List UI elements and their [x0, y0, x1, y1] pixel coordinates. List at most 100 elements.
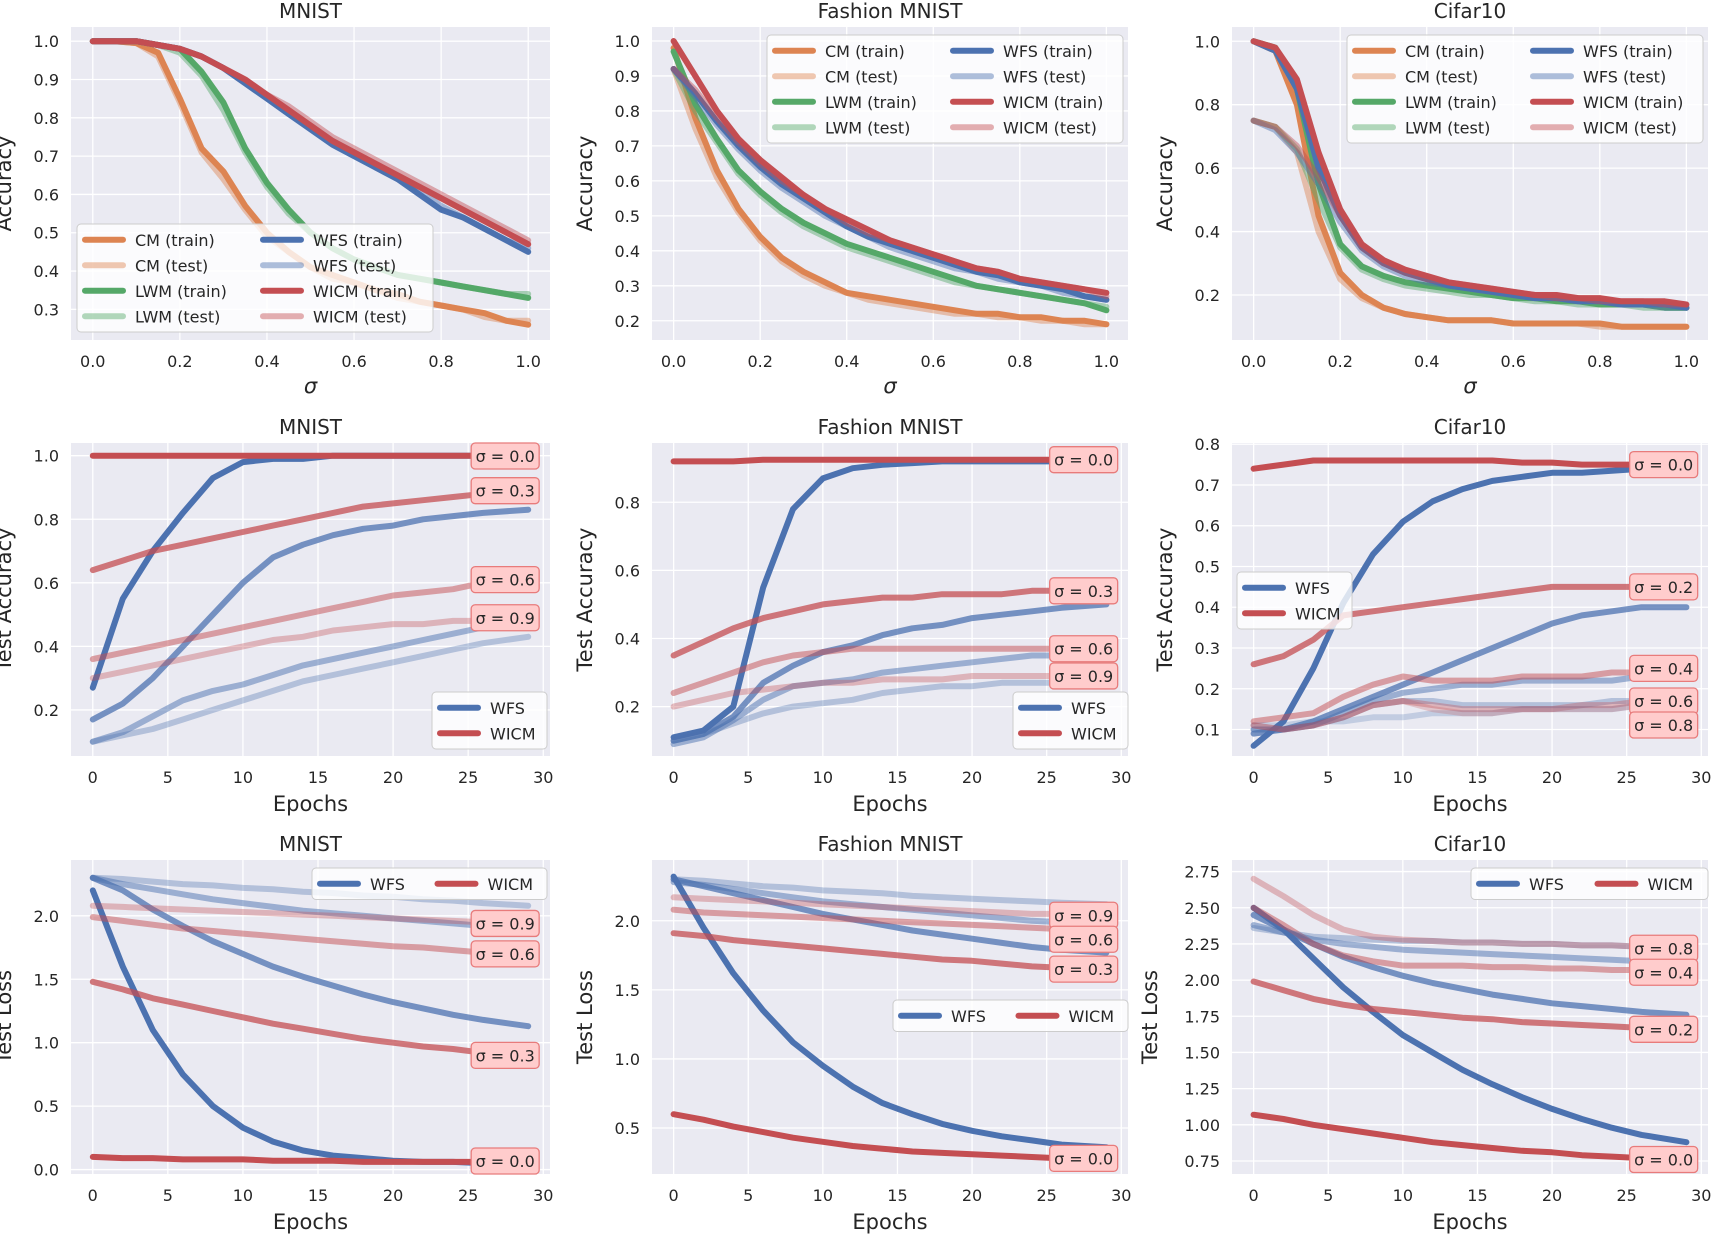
y-tick-label: 1.0 [34, 1034, 59, 1053]
y-tick-label: 0.8 [34, 510, 59, 529]
y-tick-label: 1.50 [1184, 1043, 1220, 1062]
legend-item: LWM (test) [82, 307, 220, 326]
y-tick-label: 0.9 [34, 70, 59, 89]
x-tick-label: 10 [233, 768, 253, 787]
x-tick-label: 5 [1323, 768, 1333, 787]
annotation-box [1629, 958, 1699, 986]
legend-item: WICM (test) [950, 118, 1097, 137]
y-tick-label: 2.00 [1184, 971, 1220, 990]
x-tick-label: 0.4 [834, 352, 859, 371]
y-tick-label: 0.2 [615, 698, 640, 717]
legend-label: WICM (train) [1003, 93, 1103, 112]
y-tick-label: 0.8 [615, 102, 640, 121]
subplot-title: Cifar10 [1434, 832, 1507, 856]
y-tick-label: 0.4 [1195, 598, 1220, 617]
legend-item: WICM [1018, 724, 1117, 743]
y-tick-label: 0.3 [615, 277, 640, 296]
legend-label: WFS [1071, 699, 1106, 718]
x-tick-label: 0.0 [80, 352, 105, 371]
y-tick-label: 0.4 [34, 262, 59, 281]
annotation-label: σ = 0.4 [1634, 659, 1693, 678]
legend-label: WFS (train) [313, 231, 403, 250]
legend-label: LWM (test) [135, 307, 220, 326]
series-line-wfs-test [670, 66, 1110, 303]
legend-item: LWM (train) [1352, 93, 1497, 112]
y-tick-label: 0.6 [615, 561, 640, 580]
y-tick-label: 1.0 [1195, 32, 1220, 51]
x-tick-label: 30 [1691, 768, 1711, 787]
legend-label: WICM (train) [313, 282, 413, 301]
legend-label: WICM [1069, 1007, 1115, 1026]
series-line-wfs-sigma-0.4 [1250, 673, 1690, 733]
annotation-box [1049, 1144, 1119, 1173]
x-axis-label: Epochs [1432, 792, 1507, 816]
annotation-label: σ = 0.0 [476, 447, 535, 466]
legend-item: CM (train) [1352, 42, 1485, 61]
series-line-wfs-sigma-0.6 [89, 874, 532, 932]
annotation-box [1049, 635, 1119, 663]
annotation-label: σ = 0.0 [1054, 1149, 1113, 1168]
series-line-wicm-sigma-0 [670, 1111, 1110, 1162]
x-tick-label: 0.6 [1501, 352, 1526, 371]
legend-label: WICM (test) [1583, 118, 1677, 137]
annotation-label: σ = 0.6 [476, 571, 535, 590]
y-tick-label: 0.2 [1195, 286, 1220, 305]
x-tick-label: 0.2 [1327, 352, 1352, 371]
legend-label: WFS (train) [1583, 42, 1673, 61]
y-tick-label: 0.4 [34, 637, 59, 656]
y-tick-label: 0.7 [1195, 476, 1220, 495]
y-tick-label: 0.1 [1195, 721, 1220, 740]
y-axis-label: Test Accuracy [1153, 528, 1177, 673]
legend-label: WFS (train) [1003, 42, 1093, 61]
legend-box [766, 34, 1124, 144]
series-line-wicm-sigma-0.6 [1250, 698, 1690, 733]
annotation-box [470, 477, 540, 505]
legend: WFS WICM [1470, 867, 1709, 900]
legend-item: WICM (train) [1530, 93, 1683, 112]
y-tick-label: 2.25 [1184, 935, 1220, 954]
subplot-title: Cifar10 [1434, 415, 1507, 439]
legend-item: WFS (train) [1530, 42, 1673, 61]
legend-label: WICM [1071, 724, 1117, 743]
series-line-wfs-sigma-0.9 [670, 676, 1110, 744]
series-line-wicm-test [1250, 117, 1690, 308]
annotation-label: σ = 0.3 [476, 1046, 535, 1065]
x-tick-label: 25 [1616, 768, 1636, 787]
x-tick-label: 0.2 [167, 352, 192, 371]
legend-item: WICM (train) [950, 93, 1103, 112]
legend-label: WICM (test) [1003, 118, 1097, 137]
legend-box [1346, 34, 1704, 144]
legend-item: WICM [437, 724, 536, 743]
series-line-wicm-sigma-0 [1250, 457, 1690, 472]
y-tick-label: 0.3 [34, 300, 59, 319]
series-line-wfs-sigma-0.6 [670, 649, 1110, 748]
legend-label: WICM (test) [313, 307, 407, 326]
x-tick-label: 15 [1467, 1186, 1487, 1205]
legend-item: CM (train) [82, 231, 215, 250]
series-line-wfs-sigma-0.9 [670, 876, 1110, 908]
legend-item: WICM [1594, 875, 1694, 894]
y-tick-label: 0.8 [34, 109, 59, 128]
y-tick-label: 2.75 [1184, 863, 1220, 882]
subplot-9: 0 5 10 15 20 25 30 0.75 1.00 1.25 1.50 1.75 2.00 2.25… [1138, 832, 1711, 1234]
x-axis-label: σ [304, 374, 318, 398]
legend-item: CM (test) [82, 256, 208, 275]
legend-item: LWM (train) [82, 282, 227, 301]
x-tick-label: 30 [1111, 1186, 1131, 1205]
series-line-wicm-sigma-0.6 [89, 576, 532, 663]
legend-label: WICM [1648, 875, 1694, 894]
annotation-box [470, 604, 540, 632]
series-line-lwm-test [670, 66, 1110, 310]
y-tick-label: 0.7 [615, 137, 640, 156]
subplot-title: Cifar10 [1434, 0, 1507, 23]
annotation-box [1049, 925, 1119, 953]
legend-label: CM (train) [135, 231, 215, 250]
y-axis-label: Test Loss [573, 970, 597, 1065]
legend-box [311, 867, 548, 900]
x-tick-label: 0 [88, 768, 98, 787]
x-tick-label: 15 [308, 768, 328, 787]
annotation-box [1049, 446, 1119, 474]
legend-label: CM (train) [1405, 42, 1485, 61]
y-tick-label: 0.4 [615, 629, 640, 648]
